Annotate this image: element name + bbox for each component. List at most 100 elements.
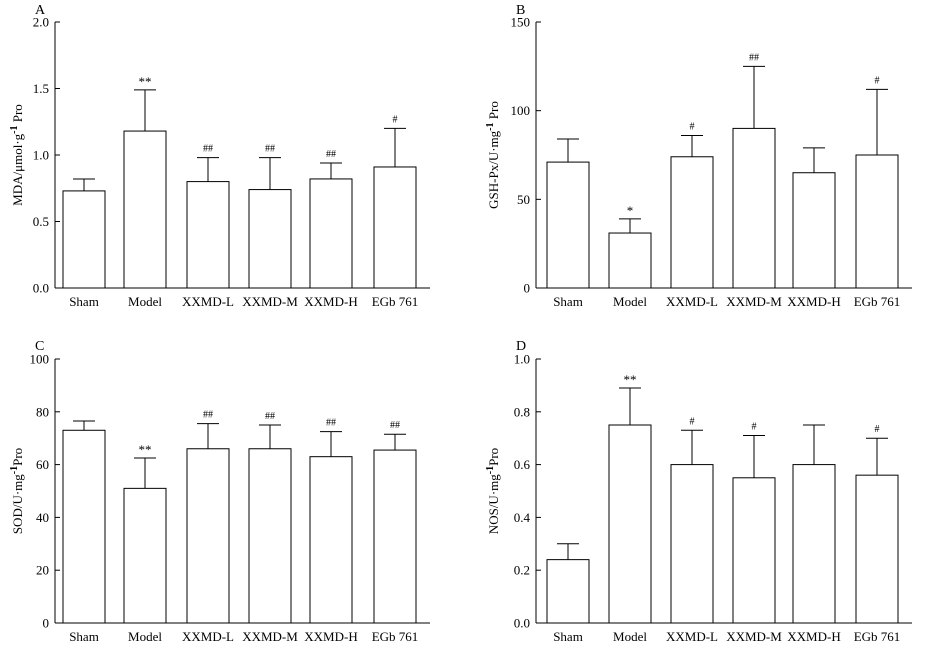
- bar: [248, 448, 292, 624]
- x-tick-label: EGb 761: [372, 294, 419, 309]
- y-tick-label: 1.0: [33, 148, 49, 163]
- y-axis-label: SOD/U·mg-1Pro: [9, 448, 26, 534]
- significance-mark: **: [139, 74, 152, 89]
- y-tick-label: 60: [36, 457, 49, 472]
- significance-mark: #: [875, 424, 880, 435]
- y-tick-label: 0.2: [514, 563, 530, 578]
- y-axis-label: MDA/μmol·g-1 Pro: [9, 104, 26, 206]
- y-tick-label: 0.4: [514, 510, 531, 525]
- panel-a: A 0.0 0.5 1.0 1.5 2.0 MDA/μmol·g-1 Pro Sham ** Mo…: [9, 3, 430, 309]
- bar: [670, 156, 714, 289]
- x-tick-label: XXMD-H: [787, 629, 840, 644]
- bar: [792, 172, 836, 289]
- y-tick-label: 100: [511, 103, 531, 118]
- significance-mark: ##: [265, 144, 275, 155]
- y-axis-label: GSH-Px/U·mg-1 Pro: [485, 101, 502, 209]
- bar: [186, 448, 230, 624]
- x-tick-label: Sham: [553, 629, 583, 644]
- y-tick-label: 40: [36, 510, 49, 525]
- x-tick-label: XXMD-M: [242, 629, 298, 644]
- bar: [186, 181, 230, 289]
- bar: [855, 154, 899, 289]
- panel-b: B 0 50 100 150 GSH-Px/U·mg-1 Pro Sham * Model # XX…: [485, 3, 912, 309]
- significance-mark: #: [752, 422, 757, 433]
- y-tick-label: 20: [36, 563, 49, 578]
- y-tick-label: 0.0: [514, 616, 530, 631]
- x-tick-label: XXMD-H: [304, 294, 357, 309]
- x-tick-label: XXMD-L: [666, 294, 718, 309]
- x-tick-label: XXMD-M: [726, 294, 782, 309]
- y-tick-label: 2.0: [33, 15, 49, 30]
- x-tick-label: XXMD-L: [666, 629, 718, 644]
- significance-mark: **: [624, 372, 637, 387]
- y-tick-label: 80: [36, 404, 49, 419]
- significance-mark: ##: [203, 144, 213, 155]
- bar: [732, 477, 776, 624]
- x-tick-label: Model: [613, 629, 647, 644]
- y-axis-label: NOS/U·mg-1Pro: [485, 448, 502, 534]
- panel-label: C: [35, 339, 44, 354]
- bar: [546, 161, 590, 289]
- significance-mark: ##: [749, 52, 759, 63]
- y-tick-label: 0.6: [514, 457, 531, 472]
- bar: [309, 456, 353, 624]
- x-tick-label: XXMD-H: [787, 294, 840, 309]
- y-tick-label: 100: [30, 352, 50, 367]
- y-tick-label: 0.8: [514, 404, 530, 419]
- bar: [792, 464, 836, 624]
- bar: [608, 232, 652, 289]
- significance-mark: ##: [203, 410, 213, 421]
- panel-label: A: [35, 3, 46, 18]
- x-tick-label: Sham: [553, 294, 583, 309]
- x-tick-label: Sham: [69, 294, 99, 309]
- significance-mark: #: [393, 114, 398, 125]
- bar: [248, 189, 292, 289]
- panel-c: C 0 20 40 60 80 100 SOD/U·mg-1Pro Sham ** Model ## X…: [9, 339, 430, 644]
- x-tick-label: Model: [128, 294, 162, 309]
- x-tick-label: EGb 761: [854, 294, 901, 309]
- y-tick-label: 150: [511, 15, 531, 30]
- y-tick-label: 0: [43, 616, 50, 631]
- significance-mark: ##: [265, 411, 275, 422]
- panel-d: D 0.0 0.2 0.4 0.6 0.8 1.0 NOS/U·mg-1Pro Sham ** Mo…: [485, 339, 912, 644]
- bar: [546, 559, 590, 624]
- x-tick-label: XXMD-M: [242, 294, 298, 309]
- x-tick-label: XXMD-L: [182, 629, 234, 644]
- bar: [855, 474, 899, 624]
- bar: [123, 487, 167, 624]
- significance-mark: #: [690, 121, 695, 132]
- bar: [62, 190, 106, 289]
- x-tick-label: Sham: [69, 629, 99, 644]
- bar: [62, 429, 106, 624]
- significance-mark: *: [627, 203, 634, 218]
- panel-label: B: [516, 3, 525, 18]
- bar: [670, 464, 714, 624]
- y-tick-label: 1.5: [33, 81, 49, 96]
- y-tick-label: 1.0: [514, 352, 530, 367]
- significance-mark: #: [875, 75, 880, 86]
- significance-mark: #: [690, 416, 695, 427]
- x-tick-label: Model: [613, 294, 647, 309]
- x-tick-label: EGb 761: [854, 629, 901, 644]
- x-tick-label: XXMD-H: [304, 629, 357, 644]
- bar: [608, 424, 652, 624]
- significance-mark: ##: [326, 149, 336, 160]
- bar: [373, 166, 417, 289]
- y-tick-label: 0.0: [33, 281, 49, 296]
- bar: [123, 130, 167, 289]
- significance-mark: **: [139, 442, 152, 457]
- y-tick-label: 50: [517, 192, 530, 207]
- x-tick-label: XXMD-L: [182, 294, 234, 309]
- significance-mark: ##: [326, 418, 336, 429]
- x-tick-label: EGb 761: [372, 629, 419, 644]
- bar: [309, 178, 353, 289]
- x-tick-label: XXMD-M: [726, 629, 782, 644]
- panel-label: D: [516, 339, 526, 354]
- y-tick-label: 0: [524, 281, 531, 296]
- bar: [732, 127, 776, 289]
- bar: [373, 449, 417, 624]
- x-tick-label: Model: [128, 629, 162, 644]
- y-tick-label: 0.5: [33, 214, 49, 229]
- significance-mark: ##: [390, 420, 400, 431]
